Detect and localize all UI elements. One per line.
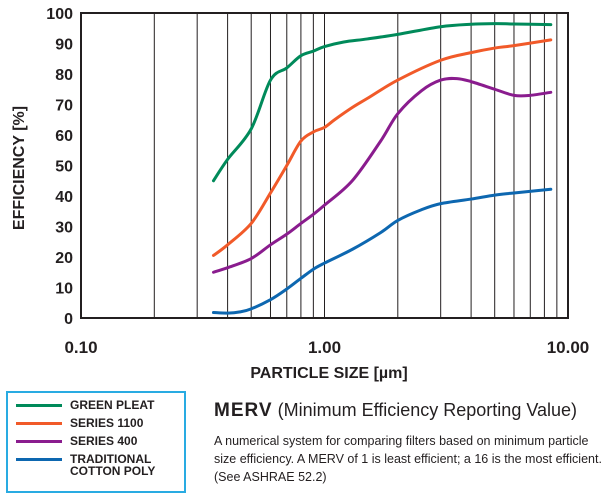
series-line-series-400: [211, 76, 553, 274]
plot-area-frame: [80, 12, 569, 319]
merv-info: MERV (Minimum Efficiency Reporting Value…: [214, 399, 614, 486]
chart-series: [211, 22, 553, 315]
x-tick-label: 10.00: [547, 338, 590, 357]
legend-swatch-traditional-cotton-poly: [16, 458, 62, 461]
y-tick-label: 90: [55, 37, 73, 54]
legend-swatch-green-pleat: [16, 404, 62, 407]
legend-label-green-pleat: GREEN PLEAT: [70, 398, 155, 412]
x-tick-label: 1.00: [308, 338, 341, 357]
y-tick-label: 10: [55, 281, 73, 298]
series-line-green-pleat: [211, 22, 553, 183]
y-tick-label: 20: [55, 250, 73, 267]
legend-swatch-series-1100: [16, 422, 62, 425]
y-tick-labels: 0 10 20 30 40 50 60 70 80 90 100: [46, 6, 73, 328]
legend-label-traditional-cotton-poly: TRADITIONAL COTTON POLY: [70, 452, 156, 478]
y-tick-label: 50: [55, 159, 73, 176]
y-tick-label: 0: [64, 311, 73, 328]
merv-subtitle: (Minimum Efficiency Reporting Value): [277, 400, 578, 420]
chart-legend: GREEN PLEAT SERIES 1100 SERIES 400 TRADI…: [6, 391, 186, 493]
y-tick-label: 80: [55, 67, 73, 84]
y-tick-label: 60: [55, 128, 73, 145]
legend-label-series-400: SERIES 400: [70, 434, 138, 448]
y-tick-label: 30: [55, 220, 73, 237]
x-tick-labels: 0.10 1.00 10.00: [64, 338, 589, 357]
series-line-traditional-cotton-poly: [211, 187, 553, 315]
y-tick-label: 40: [55, 189, 73, 206]
merv-heading: MERV (Minimum Efficiency Reporting Value…: [214, 399, 614, 422]
merv-acronym: MERV: [214, 400, 273, 421]
efficiency-chart: 0 10 20 30 40 50 60 70 80 90 100 0.10 1.00 10.00 EFF…: [11, 6, 589, 382]
x-tick-label: 0.10: [64, 338, 97, 357]
legend-swatch-series-400: [16, 440, 62, 443]
y-axis-title: EFFICIENCY [%]: [11, 106, 28, 230]
merv-description: A numerical system for comparing filters…: [214, 434, 602, 484]
series-line-series-1100: [211, 38, 553, 257]
y-tick-label: 70: [55, 98, 73, 115]
x-axis-title: PARTICLE SIZE [µm]: [250, 365, 407, 382]
y-tick-label: 100: [46, 6, 73, 23]
legend-label-series-1100: SERIES 1100: [70, 416, 144, 430]
